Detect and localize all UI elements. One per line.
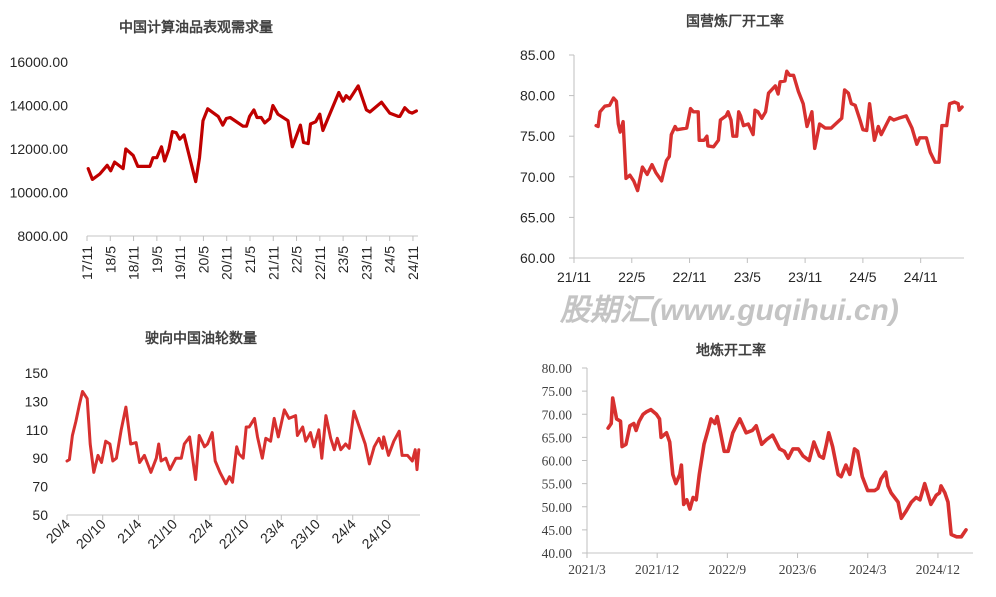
x-tick-label: 23/11 xyxy=(358,246,374,280)
x-tick-label: 24/11 xyxy=(405,246,421,280)
y-tick-label: 12000.00 xyxy=(10,141,69,157)
y-tick-label: 60.00 xyxy=(520,250,555,266)
chart3-title: 驶向中国油轮数量 xyxy=(145,330,257,346)
x-tick-label: 2023/6 xyxy=(779,562,817,577)
x-tick-label: 21/4 xyxy=(114,516,145,547)
y-tick-label: 90 xyxy=(32,450,48,466)
y-tick-label: 150 xyxy=(25,365,49,381)
x-tick-label: 23/11 xyxy=(788,269,822,285)
y-tick-label: 60.00 xyxy=(542,454,573,469)
x-tick-label: 2022/9 xyxy=(709,562,747,577)
x-tick-label: 21/11 xyxy=(265,246,281,280)
x-tick-label: 21/11 xyxy=(557,269,591,285)
y-tick-label: 80.00 xyxy=(542,361,573,376)
x-tick-label: 22/5 xyxy=(289,246,305,273)
x-tick-label: 23/10 xyxy=(287,516,323,552)
c1-plot: 8000.00 10000.00 12000.00 14000.00 16000.00 1… xyxy=(10,54,421,280)
c3-series-line xyxy=(65,390,421,486)
y-tick-label: 65.00 xyxy=(520,209,555,225)
x-tick-label: 2024/12 xyxy=(916,562,960,577)
watermark: 股期汇(www.guqihui.cn) xyxy=(559,294,899,327)
x-tick-label: 2024/3 xyxy=(849,562,887,577)
x-tick-label: 18/11 xyxy=(126,246,142,280)
c2-series-line xyxy=(594,69,964,193)
x-tick-label: 24/4 xyxy=(328,516,359,547)
y-tick-label: 55.00 xyxy=(542,477,573,492)
c4-plot: 40.00 45.00 50.00 55.00 60.00 65.00 70.00 75.00… xyxy=(542,361,973,577)
chart1-title: 中国计算油品表观需求量 xyxy=(119,19,273,35)
x-tick-label: 22/5 xyxy=(618,269,645,285)
chart2-title: 国营炼厂开工率 xyxy=(686,13,784,29)
x-tick-label: 18/5 xyxy=(102,246,118,273)
y-tick-label: 70 xyxy=(32,479,48,495)
x-tick-label: 20/10 xyxy=(73,516,109,552)
x-tick-label: 22/10 xyxy=(216,516,252,552)
x-tick-label: 2021/12 xyxy=(635,562,679,577)
y-tick-label: 16000.00 xyxy=(10,54,69,70)
y-tick-label: 85.00 xyxy=(520,47,555,63)
y-tick-label: 40.00 xyxy=(542,546,573,561)
y-tick-label: 50.00 xyxy=(542,500,573,515)
x-tick-label: 23/4 xyxy=(257,516,288,547)
x-tick-label: 19/11 xyxy=(172,246,188,280)
x-tick-label: 24/11 xyxy=(904,269,938,285)
x-tick-label: 22/11 xyxy=(312,246,328,280)
y-tick-label: 75.00 xyxy=(520,128,555,144)
y-tick-label: 8000.00 xyxy=(17,228,68,244)
y-tick-label: 130 xyxy=(25,393,49,409)
x-tick-label: 2021/3 xyxy=(568,562,606,577)
x-tick-label: 20/11 xyxy=(219,246,235,280)
y-tick-label: 70.00 xyxy=(542,407,573,422)
x-tick-label: 22/4 xyxy=(185,516,216,547)
x-tick-label: 19/5 xyxy=(149,246,165,273)
x-tick-label: 20/5 xyxy=(195,246,211,273)
y-tick-label: 110 xyxy=(26,422,49,438)
x-tick-label: 24/10 xyxy=(358,516,394,552)
c1-series-line xyxy=(86,84,418,184)
y-tick-label: 75.00 xyxy=(542,384,573,399)
y-tick-label: 45.00 xyxy=(542,523,573,538)
x-tick-label: 21/5 xyxy=(242,246,258,273)
x-tick-label: 24/5 xyxy=(849,269,876,285)
y-tick-label: 65.00 xyxy=(542,430,573,445)
y-tick-label: 10000.00 xyxy=(10,185,69,201)
x-tick-label: 22/11 xyxy=(673,269,707,285)
x-tick-label: 17/11 xyxy=(79,246,95,280)
x-tick-label: 21/10 xyxy=(144,516,180,552)
y-tick-label: 50 xyxy=(32,507,48,523)
y-tick-label: 14000.00 xyxy=(10,98,69,114)
c4-series-line xyxy=(606,396,968,539)
c2-plot: 60.00 65.00 70.00 75.00 80.00 85.00 21/11 22/5 2… xyxy=(520,47,964,285)
x-tick-label: 23/5 xyxy=(734,269,761,285)
y-tick-label: 80.00 xyxy=(520,88,555,104)
x-tick-label: 24/5 xyxy=(382,246,398,273)
y-tick-label: 70.00 xyxy=(520,169,555,185)
x-tick-label: 23/5 xyxy=(335,246,351,273)
chart4-title: 地炼开工率 xyxy=(696,342,766,358)
